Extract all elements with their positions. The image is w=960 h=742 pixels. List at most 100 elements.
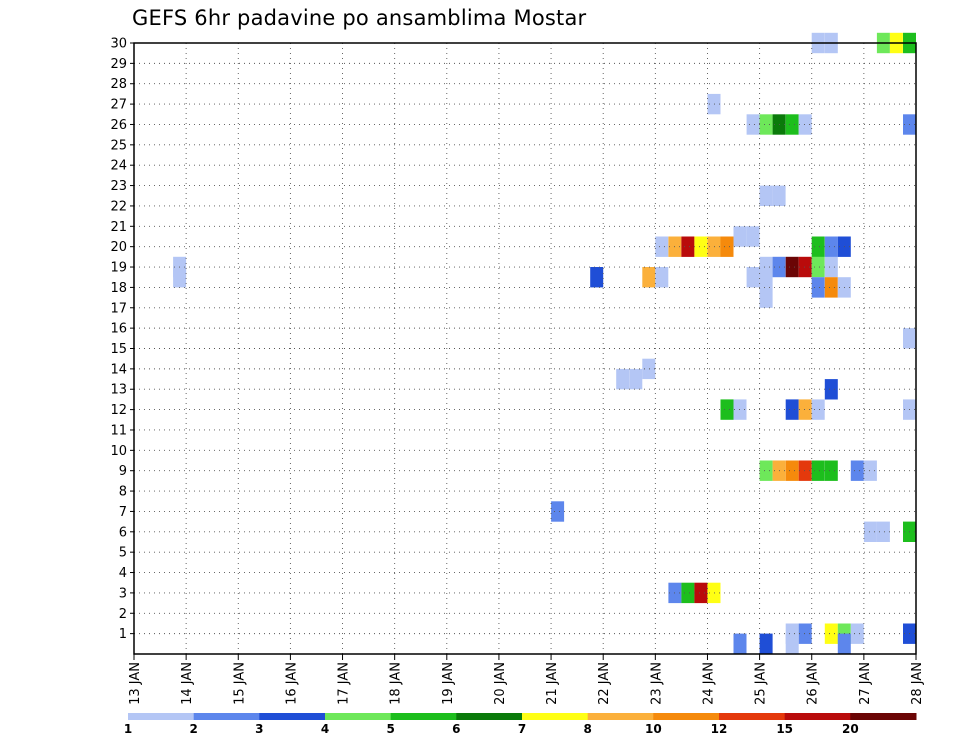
heatmap-cell — [629, 368, 643, 390]
heatmap-cell — [642, 358, 656, 380]
y-axis: 1234567891011121314151617181920212223242… — [110, 37, 134, 642]
cell-layer — [173, 32, 916, 654]
x-tick-label: 24 JAN — [701, 662, 716, 705]
y-tick-label: 21 — [110, 220, 127, 235]
colorbar-swatch — [325, 713, 392, 720]
heatmap-cell — [837, 633, 851, 654]
heatmap-cell — [694, 582, 708, 604]
y-tick-label: 25 — [110, 138, 127, 153]
heatmap-cell — [785, 460, 799, 481]
y-tick-label: 24 — [110, 159, 127, 174]
colorbar-swatch — [390, 713, 457, 720]
heatmap-cell — [850, 460, 864, 481]
heatmap-cell — [681, 582, 695, 604]
heatmap-cell — [811, 256, 825, 278]
y-tick-label: 17 — [110, 301, 127, 316]
heatmap-cell — [759, 633, 773, 654]
y-tick-label: 10 — [110, 444, 127, 459]
colorbar-swatch — [587, 713, 654, 720]
x-tick-label: 27 JAN — [858, 662, 873, 705]
colorbar-swatch — [653, 713, 720, 720]
heatmap-cell — [655, 236, 669, 257]
heatmap-cell — [720, 399, 734, 420]
colorbar-swatch — [522, 713, 589, 720]
heatmap-cell — [694, 236, 708, 257]
y-tick-label: 2 — [119, 607, 127, 622]
heatmap-cell — [798, 460, 812, 481]
x-tick-label: 14 JAN — [180, 662, 195, 705]
heatmap-cell — [824, 460, 838, 481]
colorbar: 1 2 3 4 5 6 7 8 10 12 15 20 — [124, 713, 917, 736]
heatmap-cell — [733, 226, 747, 247]
heatmap-cell — [824, 277, 838, 298]
x-tick-label: 26 JAN — [806, 662, 821, 705]
colorbar-swatch — [128, 713, 195, 720]
heatmap-cell — [759, 185, 773, 206]
y-tick-label: 6 — [119, 525, 127, 540]
colorbar-swatch — [456, 713, 523, 720]
heatmap-cell — [863, 460, 877, 481]
heatmap-cell — [785, 114, 799, 135]
grid-layer — [134, 42, 916, 654]
heatmap-cell — [785, 399, 799, 420]
x-tick-label: 13 JAN — [128, 662, 143, 705]
colorbar-tick-label: 8 — [583, 722, 591, 736]
heatmap-cell — [720, 236, 734, 257]
y-tick-label: 7 — [119, 505, 127, 520]
x-tick-label: 18 JAN — [389, 662, 404, 705]
colorbar-tick-label: 2 — [189, 722, 197, 736]
y-tick-label: 27 — [110, 98, 127, 113]
y-tick-label: 22 — [110, 199, 127, 214]
x-tick-label: 25 JAN — [754, 662, 769, 705]
y-tick-label: 18 — [110, 281, 127, 296]
heatmap-cell — [733, 633, 747, 654]
heatmap-cell — [590, 267, 604, 288]
y-tick-label: 23 — [110, 179, 127, 194]
x-tick-label: 19 JAN — [441, 662, 456, 705]
colorbar-swatch — [719, 713, 786, 720]
y-tick-label: 1 — [119, 627, 127, 642]
y-tick-label: 28 — [110, 77, 127, 92]
heatmap-cell — [785, 633, 799, 654]
heatmap-cell — [746, 114, 760, 135]
x-tick-label: 22 JAN — [597, 662, 612, 705]
heatmap-cell — [772, 185, 786, 206]
x-axis: 13 JAN 14 JAN 15 JAN 16 JAN 17 JAN 18 JAN 19 J… — [128, 654, 925, 705]
colorbar-swatch — [784, 713, 851, 720]
y-tick-label: 30 — [110, 37, 127, 52]
heatmap-cell — [642, 267, 656, 288]
x-tick-label: 16 JAN — [284, 662, 299, 705]
y-tick-label: 12 — [110, 403, 127, 418]
y-tick-label: 11 — [110, 423, 127, 438]
heatmap-cell — [798, 399, 812, 420]
heatmap-cell — [811, 460, 825, 481]
x-tick-label: 17 JAN — [337, 662, 352, 705]
heatmap-cell — [824, 236, 838, 257]
x-tick-label: 20 JAN — [493, 662, 508, 705]
colorbar-tick-label: 7 — [518, 722, 526, 736]
heatmap-cell — [811, 236, 825, 257]
heatmap-cell — [759, 256, 773, 278]
heatmap-cell — [850, 623, 864, 644]
heatmap-cell — [759, 114, 773, 135]
heatmap-cell — [655, 267, 669, 288]
x-tick-label: 28 JAN — [910, 662, 925, 705]
heatmap-cell — [876, 521, 890, 542]
y-tick-label: 3 — [119, 586, 127, 601]
heatmap-cell — [798, 623, 812, 644]
heatmap-cell — [863, 521, 877, 542]
colorbar-tick-label: 15 — [776, 722, 793, 736]
colorbar-tick-label: 4 — [321, 722, 329, 736]
heatmap-cell — [759, 460, 773, 481]
heatmap-cell — [551, 501, 565, 522]
x-tick-label: 15 JAN — [232, 662, 247, 705]
heatmap-cell — [681, 236, 695, 257]
heatmap-cell — [616, 368, 630, 390]
y-tick-label: 15 — [110, 342, 127, 357]
x-tick-label: 23 JAN — [649, 662, 664, 705]
y-tick-label: 4 — [119, 566, 127, 581]
x-tick-label: 21 JAN — [545, 662, 560, 705]
heatmap-cell — [759, 287, 773, 308]
heatmap-cell — [824, 623, 838, 644]
